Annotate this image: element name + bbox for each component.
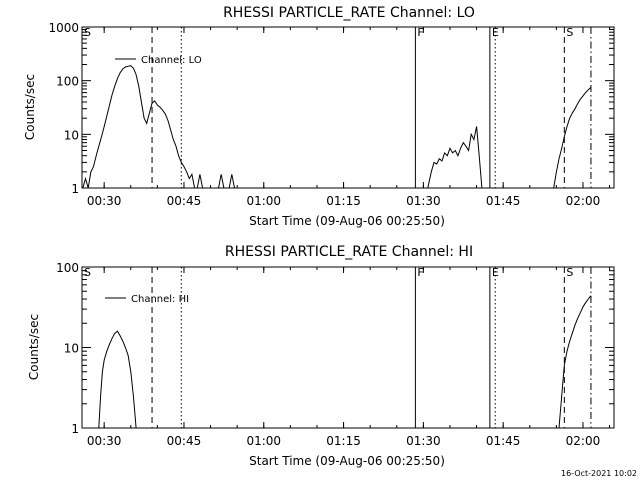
event-marker-label: S	[84, 26, 91, 39]
x-axis-label-hi: Start Time (09-Aug-06 00:25:50)	[249, 454, 445, 468]
x-tick-label: 01:30	[406, 434, 441, 448]
legend-lo: Channel: LO	[115, 55, 202, 66]
legend-label-hi: Channel: HI	[131, 294, 189, 305]
x-tick-label: 01:45	[486, 194, 521, 208]
y-tick-label: 1	[71, 422, 79, 436]
y-ticks-lo: 1 10 100 1000	[48, 21, 614, 196]
y-tick-label: 100	[56, 75, 79, 89]
y-tick-label: 100	[56, 261, 79, 275]
y-tick-label: 1000	[48, 21, 79, 35]
x-tick-label: 01:15	[326, 434, 361, 448]
chart-title-hi: RHESSI PARTICLE_RATE Channel: HI	[225, 244, 473, 260]
series-line	[228, 174, 235, 189]
x-tick-label: 01:00	[246, 194, 281, 208]
x-tick-label: 01:30	[406, 194, 441, 208]
y-axis-label-hi: Counts/sec	[27, 314, 41, 380]
x-tick-label: 01:15	[326, 194, 361, 208]
plot-frame-hi	[81, 266, 615, 429]
x-ticks-hi: 00:30 00:45 01:00 01:15 01:30 01:45 02:00	[87, 267, 611, 448]
event-marker-label: F	[417, 266, 423, 279]
panel-lo-channel: RHESSI PARTICLE_RATE Channel: LO Counts/…	[23, 5, 615, 228]
series-line	[82, 65, 196, 189]
series-line	[553, 87, 592, 189]
x-tick-label: 02:00	[566, 434, 601, 448]
x-tick-label: 00:30	[87, 194, 122, 208]
x-ticks-lo: 00:30 00:45 01:00 01:15 01:30 01:45 02:00	[87, 27, 611, 208]
footer-timestamp: 16-Oct-2021 10:02	[561, 469, 637, 478]
x-tick-label: 00:30	[87, 434, 122, 448]
y-ticks-hi: 1 10 100	[56, 261, 614, 436]
event-marker-label: S	[566, 26, 573, 39]
y-tick-label: 10	[64, 342, 79, 356]
event-marker-label: S	[84, 266, 91, 279]
y-tick-label: 1	[71, 182, 79, 196]
x-axis-label-lo: Start Time (09-Aug-06 00:25:50)	[249, 214, 445, 228]
x-tick-label: 01:00	[246, 434, 281, 448]
event-marker-label: S	[566, 266, 573, 279]
x-tick-label: 02:00	[566, 194, 601, 208]
chart-title-lo: RHESSI PARTICLE_RATE Channel: LO	[223, 5, 475, 21]
y-axis-label-lo: Counts/sec	[23, 74, 37, 140]
event-markers-hi: SFES	[81, 266, 592, 428]
series-line	[427, 126, 483, 189]
plot-frame-lo	[81, 26, 615, 189]
x-tick-label: 00:45	[167, 434, 202, 448]
series-line	[98, 330, 137, 429]
y-tick-label: 10	[64, 128, 79, 142]
legend-hi: Channel: HI	[105, 294, 189, 305]
series-line	[218, 174, 225, 189]
legend-label-lo: Channel: LO	[141, 55, 202, 66]
series-hi	[98, 295, 592, 429]
panel-hi-channel: RHESSI PARTICLE_RATE Channel: HI Counts/…	[27, 244, 615, 468]
series-line	[558, 295, 592, 429]
series-lo	[82, 65, 592, 189]
x-tick-label: 00:45	[167, 194, 202, 208]
event-markers-lo: SFES	[81, 26, 592, 188]
series-line	[196, 174, 204, 189]
x-tick-label: 01:45	[486, 434, 521, 448]
event-marker-label: F	[417, 26, 423, 39]
